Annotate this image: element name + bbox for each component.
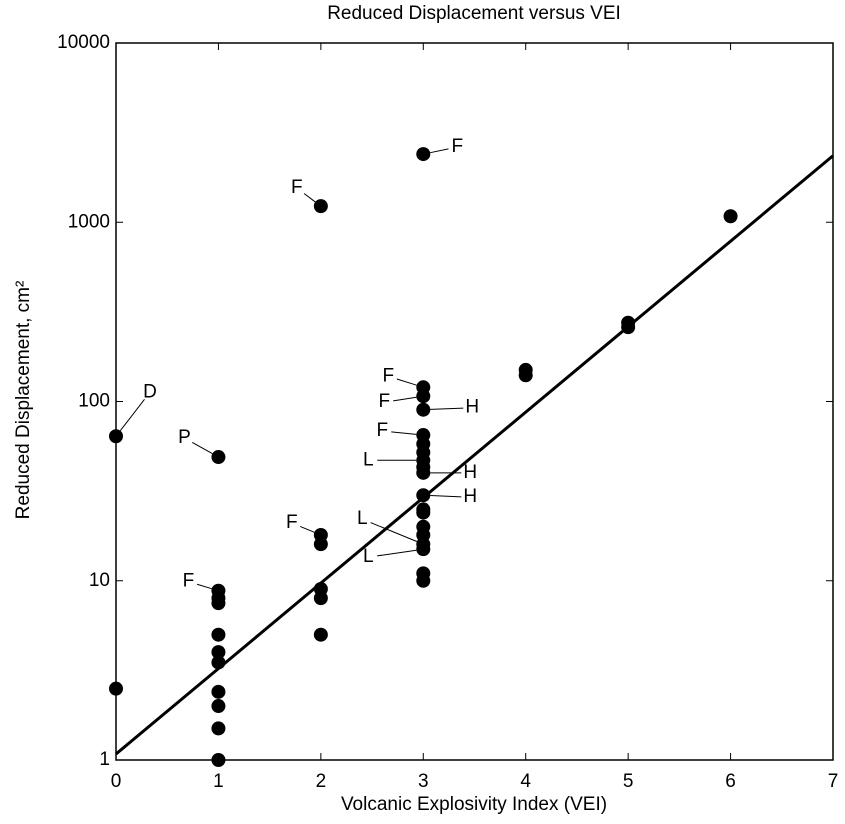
leader-line — [370, 522, 417, 542]
point — [416, 573, 431, 588]
point — [211, 627, 226, 642]
point — [211, 699, 226, 714]
x-tick-label: 1 — [213, 771, 224, 792]
point — [518, 368, 533, 383]
x-tick-label: 7 — [828, 771, 839, 792]
point — [211, 645, 226, 660]
annotation: F — [376, 420, 388, 441]
leader-line — [430, 495, 462, 498]
annotation: P — [178, 427, 191, 448]
annotation: F — [183, 571, 195, 592]
leader-line — [393, 396, 417, 402]
point — [416, 389, 431, 404]
annotation: F — [382, 365, 394, 386]
point — [723, 209, 738, 224]
y-tick-label: 1000 — [68, 211, 110, 232]
x-tick-label: 3 — [418, 771, 429, 792]
x-tick-label: 2 — [316, 771, 327, 792]
annotation: F — [291, 177, 303, 198]
y-tick-label: 100 — [78, 391, 110, 412]
point — [313, 591, 328, 606]
annotation: H — [463, 462, 477, 483]
leader-line — [192, 441, 213, 455]
point — [211, 684, 226, 699]
point — [416, 402, 431, 417]
annotation: H — [465, 397, 479, 418]
annotation: L — [357, 508, 368, 529]
leader-line — [430, 407, 464, 410]
point — [416, 465, 431, 480]
point — [416, 505, 431, 520]
x-axis-label: Volcanic Explosivity Index (VEI) — [341, 794, 607, 815]
leader-line — [396, 378, 417, 386]
annotation: F — [378, 391, 390, 412]
annotation: F — [286, 512, 298, 533]
leader-line — [119, 399, 145, 432]
x-tick-label: 4 — [520, 771, 531, 792]
leader-line — [377, 549, 417, 557]
point — [211, 753, 226, 767]
point — [416, 542, 431, 557]
point — [211, 721, 226, 736]
leader-line — [299, 525, 315, 533]
leader-line — [303, 193, 316, 203]
point — [416, 147, 431, 162]
y-tick-label: 10000 — [57, 32, 110, 53]
x-tick-label: 5 — [623, 771, 634, 792]
annotation: F — [451, 136, 463, 157]
chart-title: Reduced Displacement versus VEI — [327, 3, 621, 24]
annotation: L — [363, 449, 374, 470]
leader-line — [430, 148, 449, 154]
point — [313, 199, 328, 214]
leader-line — [391, 431, 417, 435]
point — [313, 627, 328, 642]
y-tick-label: 10 — [89, 570, 110, 591]
point — [211, 596, 226, 611]
point — [211, 450, 226, 465]
annotation: D — [143, 381, 157, 402]
y-axis-label: Reduced Displacement, cm² — [13, 281, 34, 520]
x-tick-label: 6 — [725, 771, 736, 792]
x-tick-label: 0 — [111, 771, 122, 792]
fit-line — [115, 154, 834, 756]
annotation: H — [463, 486, 477, 507]
point — [109, 681, 123, 696]
leader-line — [196, 583, 212, 590]
point — [109, 429, 123, 444]
annotation: L — [363, 546, 374, 567]
point — [313, 537, 328, 552]
y-tick-label: 1 — [99, 749, 110, 770]
